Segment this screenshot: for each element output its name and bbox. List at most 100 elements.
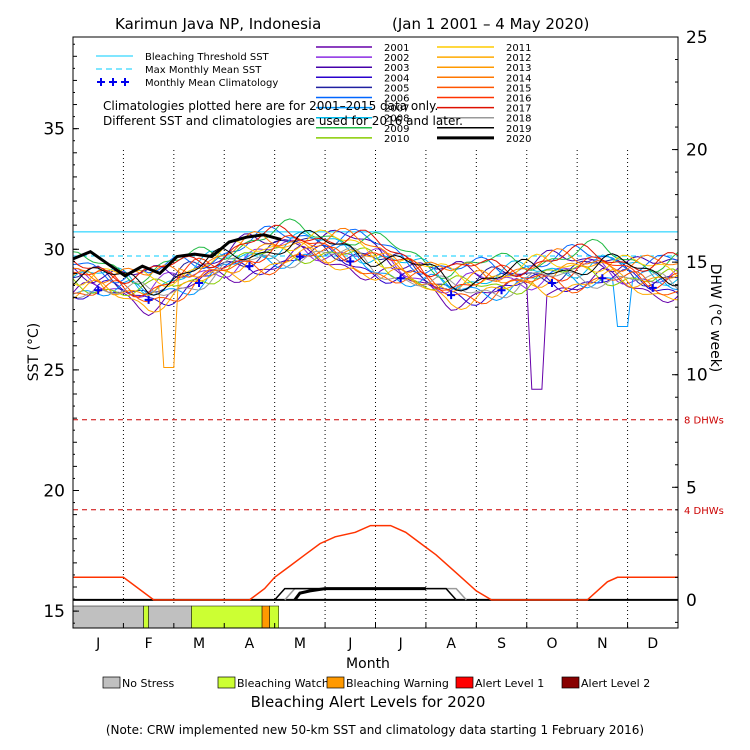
legend-year-label: 2012 — [506, 53, 531, 64]
legend-year-label: 2020 — [506, 134, 531, 145]
legend-year-label: 2015 — [506, 83, 531, 94]
y-axis-left-label: SST (°C) — [26, 323, 42, 381]
alert-legend-swatch — [326, 676, 345, 689]
legend-year-label: 2007 — [384, 104, 409, 115]
y-right-tick-label: 25 — [686, 28, 708, 48]
alert-bar — [72, 605, 279, 629]
alert-segment — [191, 605, 263, 629]
dhw-threshold-label: 8 DHWs — [684, 416, 724, 427]
legend-year-label: 2016 — [506, 94, 531, 105]
climatology-cross — [195, 279, 204, 288]
alert-legend-label: Alert Level 1 — [475, 677, 544, 690]
sst-line-2019 — [72, 229, 679, 296]
sst-line-2020 — [72, 233, 282, 278]
climatology-cross — [295, 252, 304, 261]
x-tick-label: J — [398, 636, 403, 652]
sst-line-2008 — [72, 231, 679, 296]
alert-segment — [143, 605, 149, 629]
legend-year-label: 2001 — [384, 43, 409, 54]
climatology-cross — [94, 286, 103, 295]
legend-cross — [109, 78, 117, 86]
series-lines — [72, 218, 679, 390]
climatology-cross — [547, 279, 556, 288]
x-tick-label: S — [497, 636, 506, 652]
alert-segment — [261, 605, 270, 629]
sst-line-2017 — [72, 224, 679, 285]
alert-legend-label: Bleaching Watch — [237, 677, 329, 690]
static-legend: Bleaching Threshold SST Max Monthly Mean … — [96, 52, 278, 89]
climatology-cross — [447, 291, 456, 300]
chart-title-left: Karimun Java NP, Indonesia — [115, 15, 321, 33]
dhw-threshold-label: 4 DHWs — [684, 506, 724, 517]
alert-legend-swatch — [561, 676, 580, 689]
alert-legend-label: No Stress — [122, 677, 175, 690]
alert-legend-swatch — [217, 676, 236, 689]
x-tick-label: J — [95, 636, 100, 652]
x-tick-label: N — [597, 636, 607, 652]
legend-cross — [97, 78, 105, 86]
alert-title: Bleaching Alert Levels for 2020 — [251, 693, 486, 711]
legend-year-label: 2006 — [384, 94, 409, 105]
sst-line-2014 — [72, 227, 679, 284]
alert-segment — [72, 605, 144, 629]
chart-title-right: (Jan 1 2001 – 4 May 2020) — [392, 15, 589, 33]
climatology-cross — [144, 295, 153, 304]
legend-cross — [121, 78, 129, 86]
x-tick-label: A — [446, 636, 456, 652]
climatology-cross — [648, 283, 657, 292]
x-axis-label: Month — [346, 656, 390, 672]
legend-year-label: 2008 — [384, 114, 409, 125]
sst-line-2003 — [72, 229, 679, 284]
y-left-tick-label: 15 — [43, 602, 65, 622]
legend-year-label: 2002 — [384, 53, 409, 64]
month-gridlines — [122, 150, 629, 628]
alert-segment — [148, 605, 192, 629]
y-left-tick-label: 30 — [43, 240, 65, 260]
y-right-tick-label: 20 — [686, 141, 708, 161]
alert-legend: No Stress Bleaching Watch Bleaching Warnin… — [102, 676, 650, 690]
x-tick-label: M — [294, 636, 306, 652]
climatology-cross — [497, 286, 506, 295]
legend-label: Monthly Mean Climatology — [145, 78, 278, 89]
dhw-line-2020 — [293, 587, 426, 601]
legend-label: Bleaching Threshold SST — [145, 52, 270, 63]
dhw-lines — [73, 524, 678, 601]
alert-legend-label: Bleaching Warning — [346, 677, 449, 690]
alert-legend-swatch — [455, 676, 474, 689]
alert-legend-swatch — [102, 676, 121, 689]
y-right-tick-label: 10 — [686, 366, 708, 386]
reference-lines: 8 DHWs 4 DHWs — [73, 231, 724, 517]
x-tick-label: M — [193, 636, 205, 652]
climatology-cross — [598, 274, 607, 283]
climatology-note-1: Climatologies plotted here are for 2001–… — [103, 99, 438, 113]
climatology-cross — [396, 274, 405, 283]
x-tick-label: O — [546, 636, 557, 652]
y-right-tick-label: 15 — [686, 253, 708, 273]
legend-year-label: 2011 — [506, 43, 531, 54]
climatology-cross — [245, 262, 254, 271]
y-right-tick-label: 0 — [686, 591, 697, 611]
alert-legend-label: Alert Level 2 — [581, 677, 650, 690]
sst-line-2018 — [72, 246, 679, 299]
climatology-note-2: Different SST and climatologies are used… — [103, 114, 463, 128]
legend-year-label: 2019 — [506, 124, 531, 135]
y-right-tick-label: 5 — [686, 478, 697, 498]
sst-line-2006 — [72, 225, 679, 284]
year-legend: 2001200220032004200520062007200820092010… — [316, 43, 531, 145]
legend-year-label: 2013 — [506, 63, 531, 74]
sst-line-2013 — [72, 241, 679, 368]
alert-segment — [269, 605, 279, 629]
legend-year-label: 2017 — [506, 104, 531, 115]
legend-year-label: 2004 — [384, 73, 409, 84]
y-left-tick-label: 35 — [43, 120, 65, 140]
sst-line-2001 — [72, 245, 679, 390]
legend-year-label: 2018 — [506, 114, 531, 125]
legend-year-label: 2005 — [384, 83, 409, 94]
y-left-tick-label: 25 — [43, 361, 65, 381]
dhw-line-2019 — [274, 587, 457, 601]
x-tick-label: A — [245, 636, 255, 652]
x-tick-label: D — [647, 636, 658, 652]
dhw-line-2016 — [73, 524, 678, 601]
sst-line-2005 — [72, 237, 679, 293]
